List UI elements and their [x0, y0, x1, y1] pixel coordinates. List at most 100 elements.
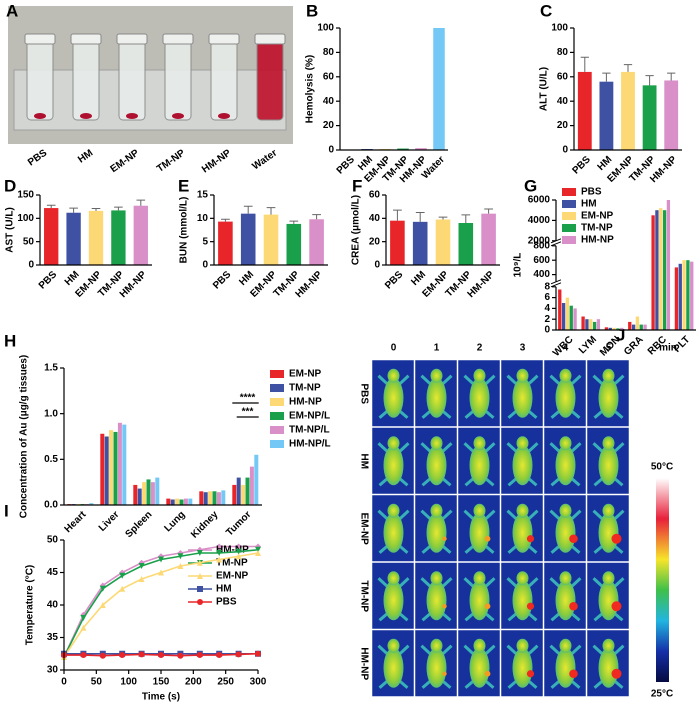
marker [177, 652, 184, 659]
row-label: TM-NP [358, 580, 369, 612]
y-tick-label: 40 [323, 96, 335, 107]
legend-label: HM-NP [289, 397, 322, 408]
bar [458, 223, 474, 265]
x-axis-label: Time (s) [142, 692, 180, 703]
legend-swatch [562, 212, 576, 220]
row-label: PBS [358, 383, 369, 404]
row-label: HM [358, 453, 369, 469]
y-tick-label: 0 [28, 260, 34, 271]
error-bar [221, 218, 230, 222]
bar [604, 327, 609, 330]
legend-label: HM [216, 584, 232, 595]
marker [216, 556, 223, 563]
x-tick-label: 300 [250, 677, 267, 688]
mouse-head [473, 368, 486, 383]
bar [664, 80, 679, 150]
marker [216, 550, 223, 556]
bar [569, 305, 573, 330]
mouse-head [602, 368, 615, 383]
legend-marker [197, 586, 203, 592]
bar [241, 484, 246, 505]
legend-label: EM-NP/L [289, 411, 330, 422]
marker [158, 556, 164, 563]
x-tick-label: 50 [91, 677, 103, 688]
bar [89, 503, 94, 505]
tube-cap [24, 33, 56, 45]
y-axis-label: Hemolysis (%) [305, 55, 316, 123]
bar [183, 498, 188, 505]
bar [686, 260, 690, 330]
legend-swatch [270, 398, 284, 406]
bar [218, 221, 233, 265]
y-tick-label: 15 [197, 190, 209, 201]
bar [88, 210, 104, 265]
panel-letter: B [306, 1, 318, 20]
mouse-body [469, 377, 490, 418]
bar [662, 210, 667, 330]
legend-label: HM-NP/L [289, 439, 331, 450]
row-label: HM-NP [358, 647, 369, 680]
y-tick-label: 60 [369, 190, 381, 201]
x-tick-label: Tumor [224, 509, 253, 538]
bar [481, 213, 496, 265]
marker [158, 569, 164, 576]
tumor-spot [484, 670, 491, 677]
error-bar [312, 214, 321, 220]
panel-letter: E [178, 176, 189, 195]
y-tick-label: 5 [202, 236, 208, 247]
mouse-head [387, 503, 400, 518]
mouse-body [598, 580, 619, 621]
bar [286, 223, 302, 265]
bar [616, 328, 620, 330]
x-tick-label: 150 [153, 677, 170, 688]
tube-cap [70, 33, 102, 45]
mouse-head [473, 503, 486, 518]
y-tick-label: 1.5 [44, 363, 58, 374]
mouse-body [512, 445, 533, 486]
panel-letter: C [540, 1, 552, 20]
bar [674, 267, 679, 330]
bar [659, 208, 663, 330]
bar [100, 433, 105, 505]
y-tick-label: 4000 [528, 215, 551, 226]
mouse-body [598, 512, 619, 553]
y-tick-label: 8 [544, 281, 550, 292]
tube-cap [254, 33, 286, 45]
mouse-body [598, 445, 619, 486]
bar [585, 319, 589, 330]
marker [119, 585, 126, 592]
tumor-spot [611, 668, 622, 679]
legend-label: TM-NP [289, 383, 321, 394]
legend-marker [197, 573, 203, 579]
tube [256, 39, 284, 121]
mouse-body [383, 580, 404, 621]
legend-label: TM-NP [581, 223, 613, 234]
bar [581, 316, 585, 330]
error-bar [602, 72, 611, 82]
bar [643, 324, 647, 330]
time-label: 5 [606, 343, 612, 354]
legend-swatch [270, 426, 284, 434]
tumor-spot [526, 535, 535, 543]
bar [245, 477, 250, 505]
y-tick-label: 60 [557, 71, 569, 82]
axis-break [550, 238, 562, 247]
bar [635, 316, 640, 330]
mouse-head [559, 503, 572, 518]
panel-letter: H [4, 331, 16, 350]
bar [596, 319, 601, 330]
marker [196, 550, 203, 556]
marker [255, 650, 261, 657]
mouse-body [598, 647, 619, 688]
bar [621, 71, 635, 150]
bar [690, 261, 694, 330]
mouse-head [473, 638, 486, 653]
mouse-body [555, 512, 576, 553]
mouse-body [426, 580, 447, 621]
tumor-spot [526, 602, 535, 610]
time-unit: min [659, 343, 677, 354]
pellet [34, 113, 46, 119]
significance-label: **** [240, 393, 256, 404]
y-tick-label: 100 [551, 23, 568, 34]
